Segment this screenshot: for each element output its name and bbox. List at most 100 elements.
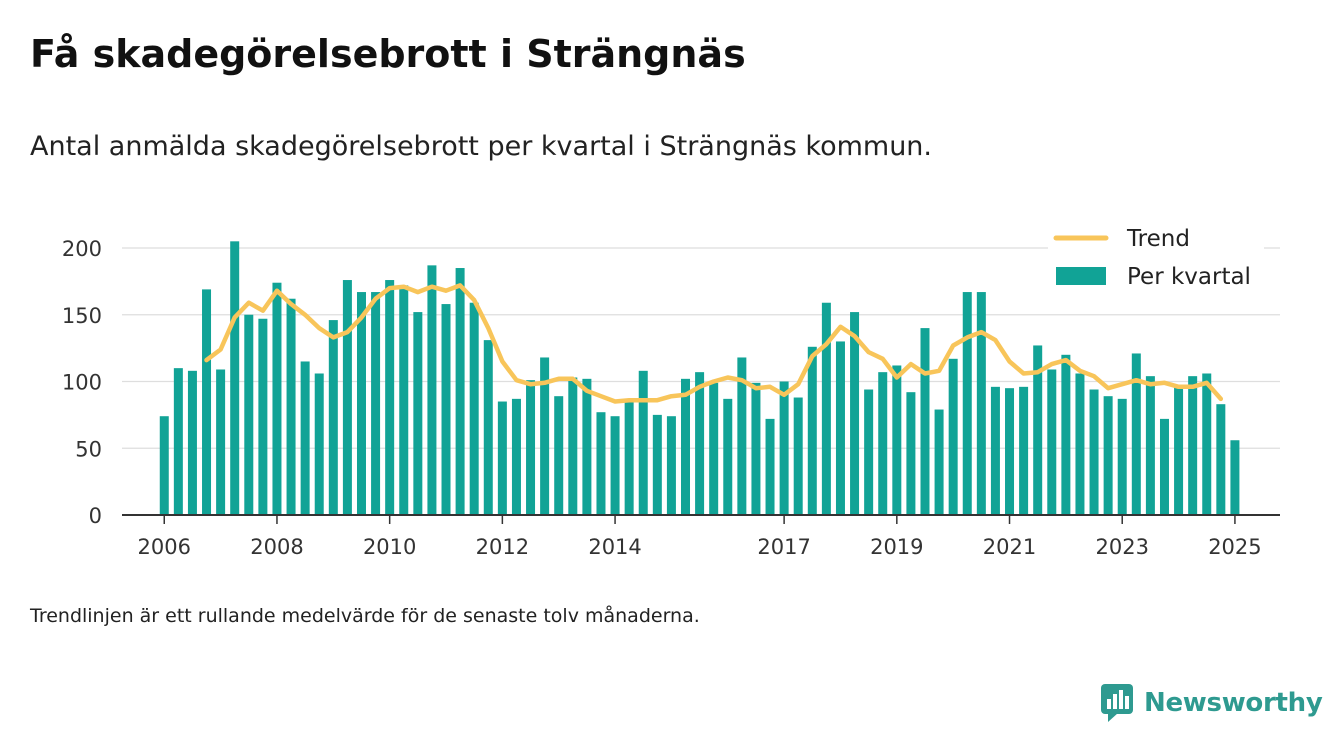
bar xyxy=(1075,373,1085,515)
bar xyxy=(709,382,719,515)
chart-area: 0 50 100 150 200 2006 2008 2010 2012 2014 2017 201… xyxy=(0,200,1340,580)
bar xyxy=(807,346,817,515)
bar xyxy=(751,382,761,515)
bar xyxy=(286,298,296,515)
bar xyxy=(371,292,381,515)
x-tick-label: 2012 xyxy=(476,535,529,559)
bar xyxy=(483,340,493,515)
bar xyxy=(511,398,521,515)
bar xyxy=(1145,376,1155,515)
bar xyxy=(1230,440,1240,515)
bar xyxy=(610,416,620,515)
bar xyxy=(342,280,352,515)
bar xyxy=(1033,345,1043,515)
bar xyxy=(1103,396,1113,515)
x-tick-label: 2014 xyxy=(588,535,641,559)
x-tick-label: 2006 xyxy=(138,535,191,559)
bar xyxy=(793,397,803,515)
bar xyxy=(737,357,747,515)
axis-layer: 2006 2008 2010 2012 2014 2017 2019 2021 2023 2025 xyxy=(122,514,1280,559)
bar xyxy=(695,372,705,515)
bar xyxy=(328,320,338,515)
legend-bar-swatch xyxy=(1056,267,1106,285)
bar xyxy=(990,386,1000,515)
bar xyxy=(216,369,226,515)
bar xyxy=(835,341,845,515)
bar xyxy=(497,401,507,515)
bar xyxy=(652,414,662,515)
bar xyxy=(1159,418,1169,515)
bar xyxy=(920,328,930,515)
bar xyxy=(638,370,648,515)
bar xyxy=(441,304,451,515)
bar xyxy=(596,412,606,515)
bar xyxy=(892,365,902,515)
footnote: Trendlinjen är ett rullande medelvärde f… xyxy=(30,605,700,627)
bar xyxy=(427,265,437,515)
bar xyxy=(624,400,634,515)
bar xyxy=(878,372,888,515)
trend-line xyxy=(204,283,1224,404)
x-tick-label: 2025 xyxy=(1208,535,1261,559)
y-tick-label: 100 xyxy=(62,371,102,395)
bar xyxy=(314,373,324,515)
brand-name: Newsworthy xyxy=(1144,688,1323,718)
trend-layer xyxy=(204,283,1224,404)
bar xyxy=(765,418,775,515)
bar xyxy=(455,268,465,515)
x-tick-label: 2010 xyxy=(363,535,416,559)
bar xyxy=(976,292,986,515)
bar xyxy=(1117,398,1127,515)
bar xyxy=(934,409,944,515)
x-tick-label: 2019 xyxy=(870,535,923,559)
bar xyxy=(723,398,733,515)
bar xyxy=(1131,353,1141,515)
x-tick-label: 2008 xyxy=(250,535,303,559)
bar xyxy=(582,378,592,515)
bar xyxy=(666,416,676,515)
y-tick-label: 200 xyxy=(62,237,102,261)
bar xyxy=(1174,385,1184,515)
bar xyxy=(1089,389,1099,515)
bar xyxy=(187,370,197,515)
legend-trend-label: Trend xyxy=(1126,226,1190,252)
bar xyxy=(850,312,860,515)
bar xyxy=(864,389,874,515)
bar xyxy=(540,357,550,515)
x-tick-label: 2021 xyxy=(983,535,1036,559)
x-tick-label: 2017 xyxy=(757,535,810,559)
bar xyxy=(469,302,479,515)
bar xyxy=(159,416,169,515)
bar xyxy=(1216,404,1226,515)
bar xyxy=(1047,369,1057,515)
bar xyxy=(244,314,254,515)
bar xyxy=(173,368,183,515)
bar xyxy=(356,292,366,515)
bar xyxy=(413,312,423,515)
bar xyxy=(258,318,268,515)
bar xyxy=(300,361,310,515)
chart-title: Få skadegörelsebrott i Strängnäs xyxy=(30,32,746,76)
y-tick-label: 0 xyxy=(89,504,102,528)
bar xyxy=(1061,354,1071,515)
bar xyxy=(1005,388,1015,515)
bar xyxy=(1188,376,1198,515)
bar xyxy=(272,282,282,515)
brand-logo: Newsworthy xyxy=(1100,682,1323,724)
bar-layer xyxy=(159,241,1240,515)
bar xyxy=(554,396,564,515)
bar xyxy=(399,285,409,515)
chart-svg: 0 50 100 150 200 2006 2008 2010 2012 2014 2017 201… xyxy=(62,222,1280,559)
bar xyxy=(779,381,789,515)
bar xyxy=(1019,386,1029,515)
newsworthy-logo-icon xyxy=(1101,684,1133,722)
bar xyxy=(906,392,916,515)
bar xyxy=(230,241,240,515)
bar xyxy=(526,380,536,515)
bar xyxy=(948,358,958,515)
bar xyxy=(1202,373,1212,515)
bar xyxy=(821,302,831,515)
chart-subtitle: Antal anmälda skadegörelsebrott per kvar… xyxy=(30,131,932,162)
y-tick-label: 150 xyxy=(62,304,102,328)
legend-bar-label: Per kvartal xyxy=(1127,264,1251,290)
